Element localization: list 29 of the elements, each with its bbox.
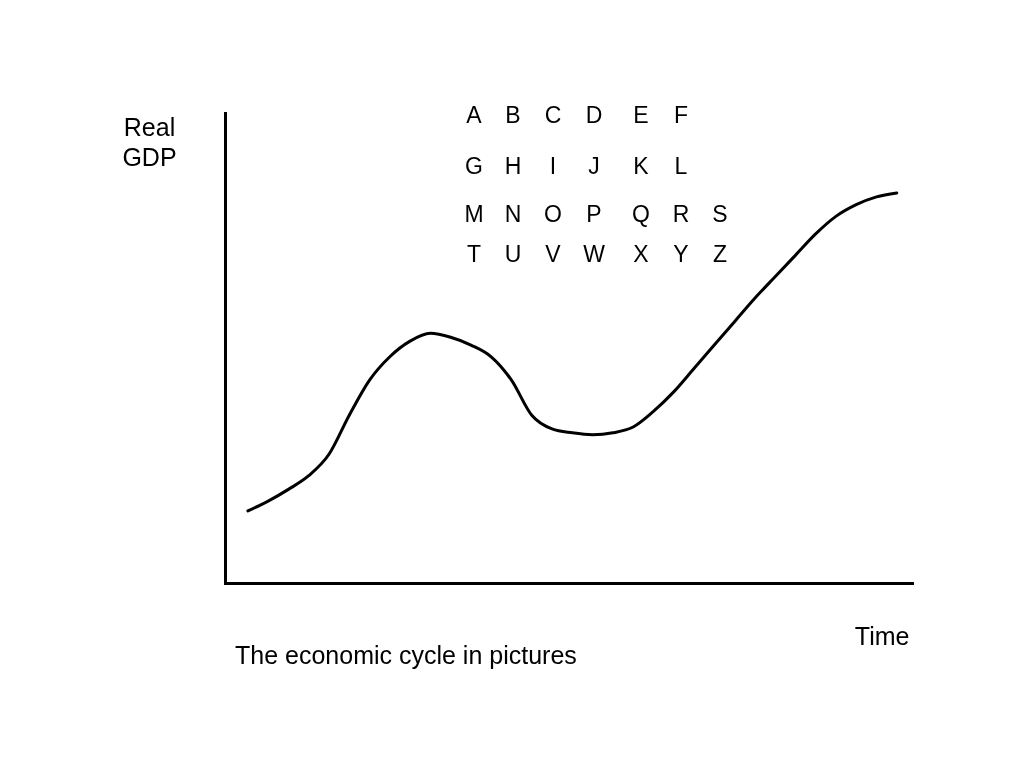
annotation: Z: [712, 241, 728, 267]
text: H: [504, 153, 522, 179]
y-axis-title: Real GDP: [122, 112, 177, 171]
annotation: X: [633, 241, 649, 267]
annotation: V: [545, 241, 562, 267]
text: K: [633, 153, 650, 179]
annotation: W: [583, 241, 606, 267]
text: L: [674, 153, 688, 179]
text: J: [588, 153, 600, 179]
annotation: T: [466, 241, 482, 267]
annotation: S: [712, 201, 728, 227]
annotation: P: [586, 201, 602, 227]
text: E: [633, 102, 649, 128]
text: F: [673, 102, 689, 128]
text: I: [549, 153, 557, 179]
annotation: N: [504, 201, 522, 227]
annotation: Y: [673, 241, 689, 267]
annotation: U: [504, 241, 522, 267]
annotation: M: [464, 201, 484, 227]
text: D: [585, 102, 603, 128]
annotation: O: [544, 201, 562, 227]
text: G: [465, 153, 483, 179]
annotation: R: [672, 201, 690, 227]
text: The economic cycle in pictures: [235, 641, 577, 669]
text: B: [505, 102, 521, 128]
annotation: Q: [632, 201, 650, 227]
text: C: [544, 102, 562, 128]
x-axis-title: Time: [854, 621, 910, 650]
text: A: [466, 102, 483, 128]
